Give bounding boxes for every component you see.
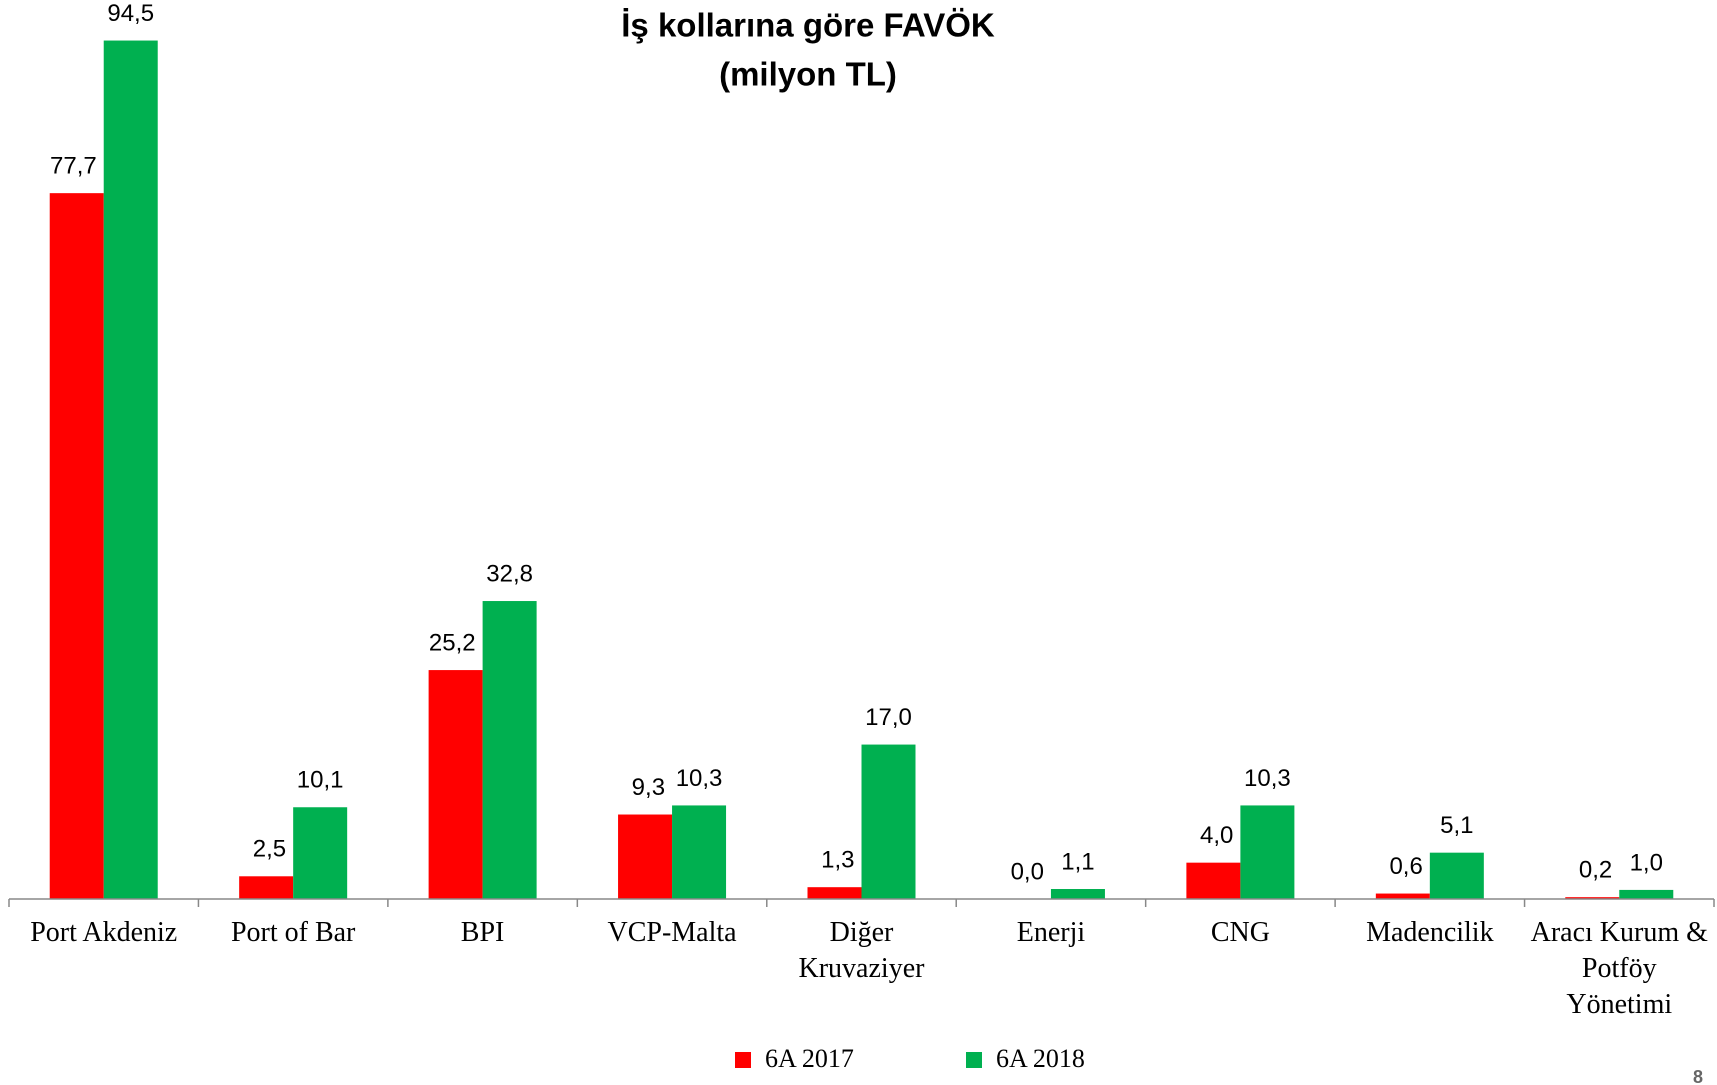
bar <box>618 814 673 899</box>
bar <box>1240 805 1295 899</box>
x-tick-label: Madencilik <box>1366 917 1494 948</box>
x-tick-label: Port of Bar <box>230 917 356 948</box>
value-label: 4,0 <box>1200 822 1233 849</box>
value-label: 2,5 <box>253 836 286 863</box>
bar <box>1186 862 1241 899</box>
bar <box>672 805 727 899</box>
value-label: 0,0 <box>1011 858 1044 885</box>
legend-label: 6A 2017 <box>765 1044 854 1073</box>
value-label: 17,0 <box>865 704 912 731</box>
bar <box>1050 889 1105 899</box>
value-label: 9,3 <box>632 774 665 801</box>
value-label: 94,5 <box>107 0 154 27</box>
value-label: 10,1 <box>297 767 344 794</box>
value-label: 0,6 <box>1389 853 1422 880</box>
bar <box>239 876 294 899</box>
chart-title: İş kollarına göre FAVÖK <box>621 7 995 44</box>
value-label: 10,3 <box>676 765 723 792</box>
bar <box>807 887 862 899</box>
x-tick-label: Enerji <box>1016 917 1086 948</box>
bar <box>1429 852 1484 899</box>
bar <box>1565 897 1620 899</box>
x-tick-label: Diğer Kruvaziyer <box>798 917 925 984</box>
value-label: 1,3 <box>821 847 854 874</box>
value-label: 32,8 <box>486 560 533 587</box>
legend-swatch <box>966 1052 982 1068</box>
value-label: 10,3 <box>1244 765 1291 792</box>
bar <box>482 601 537 899</box>
bar <box>1375 893 1430 899</box>
x-tick-label: Aracı Kurum & Potföy Yönetimi <box>1530 917 1708 1020</box>
bar <box>49 193 104 899</box>
bar <box>293 807 348 899</box>
bar <box>428 670 483 899</box>
value-label: 1,1 <box>1061 848 1094 875</box>
bar <box>1619 889 1674 899</box>
x-tick-label: Port Akdeniz <box>30 917 178 948</box>
page-number: 8 <box>1693 1067 1703 1085</box>
x-tick-label: VCP-Malta <box>607 917 737 948</box>
legend-swatch <box>735 1052 751 1068</box>
x-tick-label: CNG <box>1210 917 1270 948</box>
value-label: 1,0 <box>1630 849 1663 876</box>
value-label: 25,2 <box>429 629 476 656</box>
value-label: 5,1 <box>1440 812 1473 839</box>
value-label: 0,2 <box>1579 857 1612 884</box>
x-tick-label: BPI <box>460 917 505 948</box>
chart-subtitle: (milyon TL) <box>719 56 897 93</box>
legend-label: 6A 2018 <box>996 1044 1085 1073</box>
bar <box>103 40 158 899</box>
bar <box>861 744 916 899</box>
value-label: 77,7 <box>50 153 97 180</box>
